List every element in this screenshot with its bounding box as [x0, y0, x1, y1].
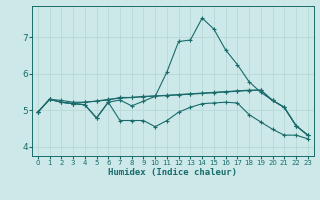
X-axis label: Humidex (Indice chaleur): Humidex (Indice chaleur) [108, 168, 237, 177]
